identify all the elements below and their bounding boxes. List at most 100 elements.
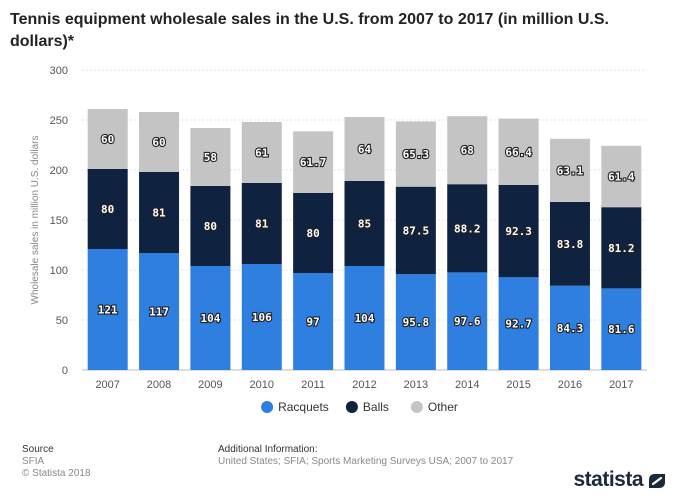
- x-tick-label: 2010: [250, 379, 274, 391]
- data-label: 104: [200, 312, 220, 325]
- stacked-bar-chart: 0 50 100 150 200 250 300 Wholesale sales in mil…: [30, 65, 647, 414]
- bar-balls-2007[interactable]: [87, 169, 128, 249]
- data-label: 81.2: [608, 242, 635, 255]
- x-tick-label: 2016: [558, 379, 582, 391]
- bar-racquets-2015[interactable]: [498, 277, 539, 370]
- source-heading: Source: [22, 444, 54, 455]
- y-tick-label: 250: [50, 115, 68, 127]
- bar-other-2012[interactable]: [344, 117, 385, 181]
- bar-balls-2014[interactable]: [447, 184, 488, 273]
- data-label: 84.3: [557, 322, 584, 335]
- x-tick-label: 2011: [301, 379, 325, 391]
- bar-racquets-2016[interactable]: [549, 285, 590, 370]
- data-label: 95.8: [403, 316, 430, 329]
- legend-label-racquets[interactable]: Racquets: [278, 400, 329, 414]
- bar-other-2010[interactable]: [241, 122, 282, 183]
- data-label: 121: [98, 304, 118, 317]
- data-label: 83.8: [557, 238, 584, 251]
- legend-label-balls[interactable]: Balls: [363, 400, 389, 414]
- data-label: 80: [101, 203, 114, 216]
- data-label: 97: [307, 316, 320, 329]
- legend-marker-other[interactable]: [410, 401, 423, 413]
- statista-logo-icon: [649, 474, 665, 488]
- x-tick-label: 2017: [609, 379, 633, 391]
- source-text[interactable]: SFIA: [22, 456, 45, 467]
- y-axis-label: Wholesale sales in million U.S. dollars: [30, 136, 41, 305]
- bar-other-2011[interactable]: [293, 131, 334, 193]
- x-tick-label: 2012: [352, 379, 376, 391]
- bar-other-2014[interactable]: [447, 116, 488, 185]
- bar-balls-2012[interactable]: [344, 181, 385, 266]
- data-label: 81: [255, 218, 269, 231]
- data-label: 66.4: [505, 146, 532, 159]
- copyright-text: © Statista 2018: [22, 468, 91, 479]
- bar-other-2015[interactable]: [498, 118, 539, 185]
- bar-other-2016[interactable]: [549, 138, 590, 202]
- x-tick-label: 2008: [147, 379, 171, 391]
- bar-balls-2016[interactable]: [549, 201, 590, 286]
- data-label: 88.2: [454, 222, 481, 235]
- data-label: 68: [461, 144, 474, 157]
- legend-marker-racquets[interactable]: [261, 401, 274, 413]
- source-block: Source SFIA © Statista 2018: [22, 444, 91, 480]
- bar-balls-2010[interactable]: [241, 183, 282, 264]
- bar-racquets-2007[interactable]: [87, 249, 128, 370]
- data-label: 60: [152, 136, 165, 149]
- y-tick-label: 300: [50, 65, 68, 77]
- legend-label-other[interactable]: Other: [428, 400, 458, 414]
- bar-racquets-2009[interactable]: [190, 266, 231, 370]
- additional-info-text: United States; SFIA; Sports Marketing Su…: [218, 456, 514, 467]
- data-label: 81: [152, 207, 166, 220]
- x-tick-label: 2013: [404, 379, 428, 391]
- bar-racquets-2011[interactable]: [293, 273, 334, 370]
- bar-balls-2015[interactable]: [498, 185, 539, 278]
- x-tick-label: 2007: [95, 379, 119, 391]
- bar-other-2007[interactable]: [87, 109, 128, 169]
- bar-racquets-2008[interactable]: [139, 253, 180, 370]
- data-label: 64: [358, 143, 372, 156]
- x-tick-label: 2015: [506, 379, 530, 391]
- bar-balls-2017[interactable]: [601, 207, 642, 289]
- additional-info-block: Additional Information: United States; S…: [218, 444, 513, 468]
- data-label: 58: [204, 151, 217, 164]
- data-label: 65.3: [403, 148, 430, 161]
- bar-other-2013[interactable]: [395, 121, 436, 187]
- x-tick-label: 2014: [455, 379, 479, 391]
- bar-balls-2008[interactable]: [139, 172, 180, 253]
- y-tick-label: 200: [50, 165, 68, 177]
- y-tick-label: 50: [56, 315, 68, 327]
- bar-racquets-2014[interactable]: [447, 272, 488, 370]
- data-label: 104: [355, 312, 375, 325]
- bar-racquets-2010[interactable]: [241, 264, 282, 370]
- y-tick-label: 100: [50, 265, 68, 277]
- bar-racquets-2012[interactable]: [344, 266, 385, 370]
- data-label: 92.7: [505, 318, 532, 331]
- legend-marker-balls[interactable]: [345, 401, 358, 413]
- data-label: 117: [149, 306, 169, 319]
- data-label: 87.5: [403, 224, 430, 237]
- bar-other-2017[interactable]: [601, 145, 642, 208]
- additional-info-heading: Additional Information:: [218, 444, 318, 455]
- data-label: 97.6: [454, 315, 481, 328]
- data-label: 63.1: [557, 164, 584, 177]
- data-label: 80: [307, 227, 320, 240]
- data-label: 61.7: [300, 156, 327, 169]
- x-tick-label: 2009: [198, 379, 222, 391]
- data-label: 92.3: [505, 225, 532, 238]
- data-label: 61.4: [608, 171, 635, 184]
- bar-other-2009[interactable]: [190, 128, 231, 186]
- bar-balls-2009[interactable]: [190, 186, 231, 266]
- y-tick-label: 0: [62, 365, 68, 377]
- bar-balls-2011[interactable]: [293, 193, 334, 273]
- chart-title: Tennis equipment wholesale sales in the …: [10, 11, 609, 50]
- data-label: 61: [255, 147, 269, 160]
- bar-other-2008[interactable]: [139, 112, 180, 172]
- bar-racquets-2013[interactable]: [395, 274, 436, 370]
- y-tick-label: 150: [50, 215, 68, 227]
- data-label: 60: [101, 133, 114, 146]
- bar-racquets-2017[interactable]: [601, 288, 642, 370]
- data-label: 106: [252, 311, 272, 324]
- data-label: 80: [204, 220, 217, 233]
- bar-balls-2013[interactable]: [395, 186, 436, 275]
- statista-logo[interactable]: statista: [573, 468, 643, 491]
